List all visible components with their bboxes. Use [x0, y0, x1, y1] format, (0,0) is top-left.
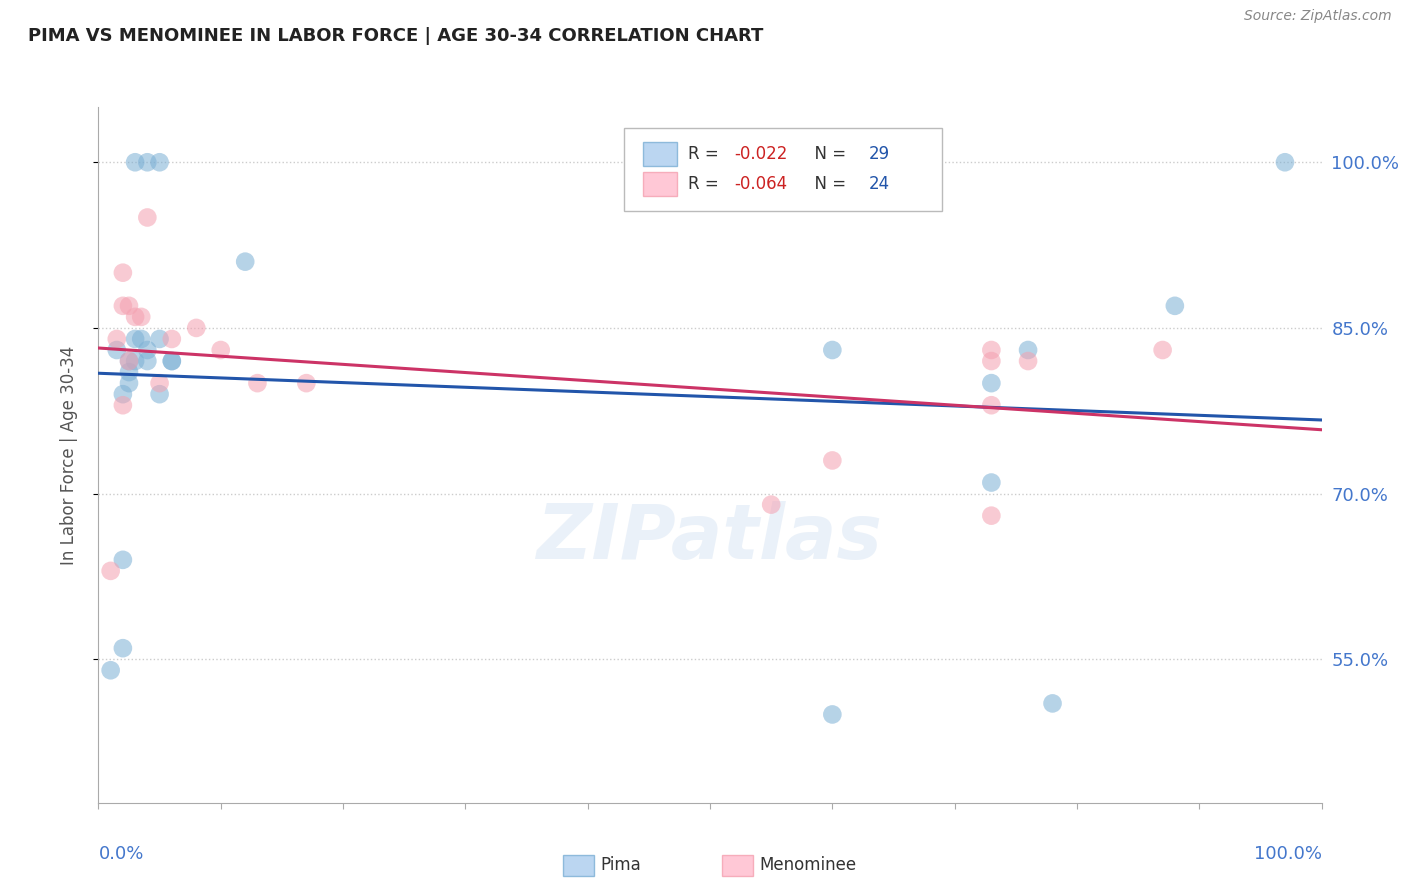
- Point: [160, 332, 183, 346]
- Point: [980, 398, 1002, 412]
- Text: R =: R =: [688, 145, 724, 162]
- Point: [209, 343, 232, 357]
- Point: [160, 354, 183, 368]
- Point: [111, 299, 134, 313]
- Text: 0.0%: 0.0%: [98, 845, 143, 863]
- Point: [124, 310, 146, 324]
- Text: N =: N =: [804, 175, 852, 193]
- Point: [118, 354, 141, 368]
- FancyBboxPatch shape: [643, 142, 678, 166]
- Point: [980, 475, 1002, 490]
- Text: -0.022: -0.022: [734, 145, 787, 162]
- Text: PIMA VS MENOMINEE IN LABOR FORCE | AGE 30-34 CORRELATION CHART: PIMA VS MENOMINEE IN LABOR FORCE | AGE 3…: [28, 27, 763, 45]
- Point: [761, 498, 783, 512]
- Point: [149, 387, 172, 401]
- Point: [136, 211, 159, 225]
- Point: [1042, 697, 1064, 711]
- Point: [100, 663, 122, 677]
- FancyBboxPatch shape: [643, 172, 678, 196]
- Text: Source: ZipAtlas.com: Source: ZipAtlas.com: [1244, 9, 1392, 23]
- Point: [149, 332, 172, 346]
- Point: [111, 387, 134, 401]
- Text: 29: 29: [869, 145, 890, 162]
- Point: [1152, 343, 1174, 357]
- Point: [124, 354, 146, 368]
- Point: [1164, 299, 1187, 313]
- Text: R =: R =: [688, 175, 724, 193]
- Point: [1017, 343, 1039, 357]
- Point: [821, 453, 844, 467]
- Point: [1017, 354, 1039, 368]
- Point: [246, 376, 269, 391]
- FancyBboxPatch shape: [624, 128, 942, 211]
- Y-axis label: In Labor Force | Age 30-34: In Labor Force | Age 30-34: [59, 345, 77, 565]
- Point: [105, 343, 128, 357]
- Point: [111, 641, 134, 656]
- Point: [124, 155, 146, 169]
- Point: [149, 376, 172, 391]
- Point: [980, 376, 1002, 391]
- FancyBboxPatch shape: [564, 855, 593, 876]
- Point: [821, 343, 844, 357]
- Point: [186, 321, 208, 335]
- Point: [980, 354, 1002, 368]
- FancyBboxPatch shape: [723, 855, 752, 876]
- Point: [111, 266, 134, 280]
- Point: [980, 508, 1002, 523]
- Point: [233, 254, 256, 268]
- Text: 100.0%: 100.0%: [1254, 845, 1322, 863]
- Text: ZIPatlas: ZIPatlas: [537, 501, 883, 575]
- Point: [111, 553, 134, 567]
- Point: [118, 299, 141, 313]
- Point: [118, 376, 141, 391]
- Text: N =: N =: [804, 145, 852, 162]
- Point: [136, 343, 159, 357]
- Point: [295, 376, 318, 391]
- Point: [136, 155, 159, 169]
- Point: [149, 155, 172, 169]
- Text: 24: 24: [869, 175, 890, 193]
- Point: [124, 332, 146, 346]
- Point: [129, 310, 152, 324]
- Point: [100, 564, 122, 578]
- Point: [821, 707, 844, 722]
- Text: Menominee: Menominee: [759, 856, 856, 874]
- Text: -0.064: -0.064: [734, 175, 787, 193]
- Point: [136, 354, 159, 368]
- Point: [118, 365, 141, 379]
- Point: [980, 343, 1002, 357]
- Point: [111, 398, 134, 412]
- Point: [118, 354, 141, 368]
- Text: Pima: Pima: [600, 856, 641, 874]
- Point: [160, 354, 183, 368]
- Point: [105, 332, 128, 346]
- Point: [1274, 155, 1296, 169]
- Point: [129, 332, 152, 346]
